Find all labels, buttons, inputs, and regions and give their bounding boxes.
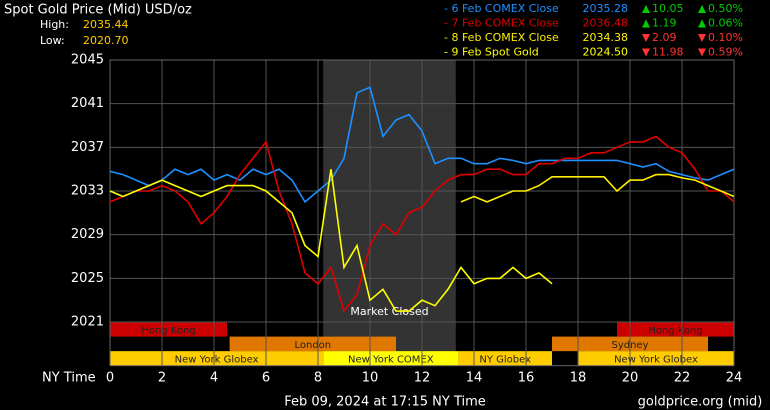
legend-change: 1.19 — [652, 17, 677, 30]
x-tick-label: 22 — [674, 371, 691, 386]
source: goldprice.org (mid) — [638, 395, 763, 410]
price-line — [109, 86, 735, 204]
change-arrow — [698, 19, 706, 28]
change-arrow — [698, 34, 706, 42]
x-tick-label: 4 — [210, 371, 218, 386]
x-tick-label: 12 — [414, 371, 431, 386]
x-tick-label: 8 — [314, 371, 322, 386]
session-bar — [617, 322, 734, 337]
x-tick-label: 2 — [158, 371, 166, 386]
market-closed-shade — [323, 60, 456, 366]
session-bar — [110, 351, 324, 366]
legend-name: - 6 Feb COMEX Close — [444, 2, 559, 15]
x-axis-label: NY Time — [42, 371, 96, 386]
legend-change-pct: 0.06% — [708, 17, 743, 30]
y-tick-label: 2029 — [71, 227, 104, 242]
y-tick-label: 2041 — [71, 96, 104, 111]
low-label: Low: — [40, 34, 65, 47]
session-bar — [110, 322, 227, 337]
change-arrow — [698, 48, 706, 57]
chart-title: Spot Gold Price (Mid) USD/oz — [4, 3, 192, 18]
plot-border — [109, 59, 735, 367]
y-tick-label: 2045 — [71, 53, 104, 68]
price-line — [109, 169, 553, 312]
change-arrow — [698, 5, 706, 13]
price-line — [460, 173, 735, 203]
session-bar — [578, 351, 734, 366]
change-arrow — [642, 48, 650, 57]
low-value: 2020.70 — [83, 34, 129, 47]
legend-change: 2.09 — [652, 31, 677, 44]
legend-change: 11.98 — [652, 46, 684, 59]
legend-price: 2024.50 — [583, 46, 629, 59]
legend-price: 2036.48 — [583, 17, 629, 30]
session-bar — [323, 351, 459, 366]
y-tick-label: 2021 — [71, 315, 104, 330]
y-tick-label: 2025 — [71, 271, 104, 286]
y-tick-label: 2033 — [71, 184, 104, 199]
legend-change: 10.05 — [652, 2, 684, 15]
x-tick-label: 0 — [106, 371, 114, 386]
x-tick-label: 14 — [466, 371, 483, 386]
legend-name: - 9 Feb Spot Gold — [444, 46, 539, 59]
x-tick-label: 18 — [570, 371, 587, 386]
legend-change-pct: 0.50% — [708, 2, 743, 15]
x-tick-label: 10 — [362, 371, 379, 386]
session-label: New York Globex — [175, 354, 259, 365]
change-arrow — [642, 5, 650, 13]
legend-name: - 8 Feb COMEX Close — [444, 31, 559, 44]
session-label: Hong Kong — [141, 325, 195, 336]
high-value: 2035.44 — [83, 18, 129, 31]
footer: Feb 09, 2024 at 17:15 NY Time — [284, 395, 486, 410]
x-tick-label: 20 — [622, 371, 639, 386]
y-tick-label: 2037 — [71, 140, 104, 155]
high-label: High: — [40, 18, 69, 31]
session-label: New York COMEX — [348, 354, 434, 365]
price-line — [109, 135, 735, 313]
x-tick-label: 16 — [518, 371, 535, 386]
legend-name: - 7 Feb COMEX Close — [444, 17, 559, 30]
legend-price: 2034.38 — [583, 31, 629, 44]
closed-label: Market Closed — [350, 305, 428, 318]
x-tick-label: 24 — [726, 371, 743, 386]
session-label: London — [294, 340, 331, 351]
change-arrow — [642, 19, 650, 28]
session-label: NY Globex — [479, 354, 531, 365]
session-label: Hong Kong — [648, 325, 702, 336]
session-bar — [458, 351, 552, 366]
session-label: New York Globex — [614, 354, 698, 365]
x-tick-label: 6 — [262, 371, 270, 386]
change-arrow — [642, 34, 650, 42]
legend-price: 2035.28 — [583, 2, 629, 15]
session-bar — [229, 336, 396, 352]
legend-change-pct: 0.59% — [708, 46, 743, 59]
legend-change-pct: 0.10% — [708, 31, 743, 44]
